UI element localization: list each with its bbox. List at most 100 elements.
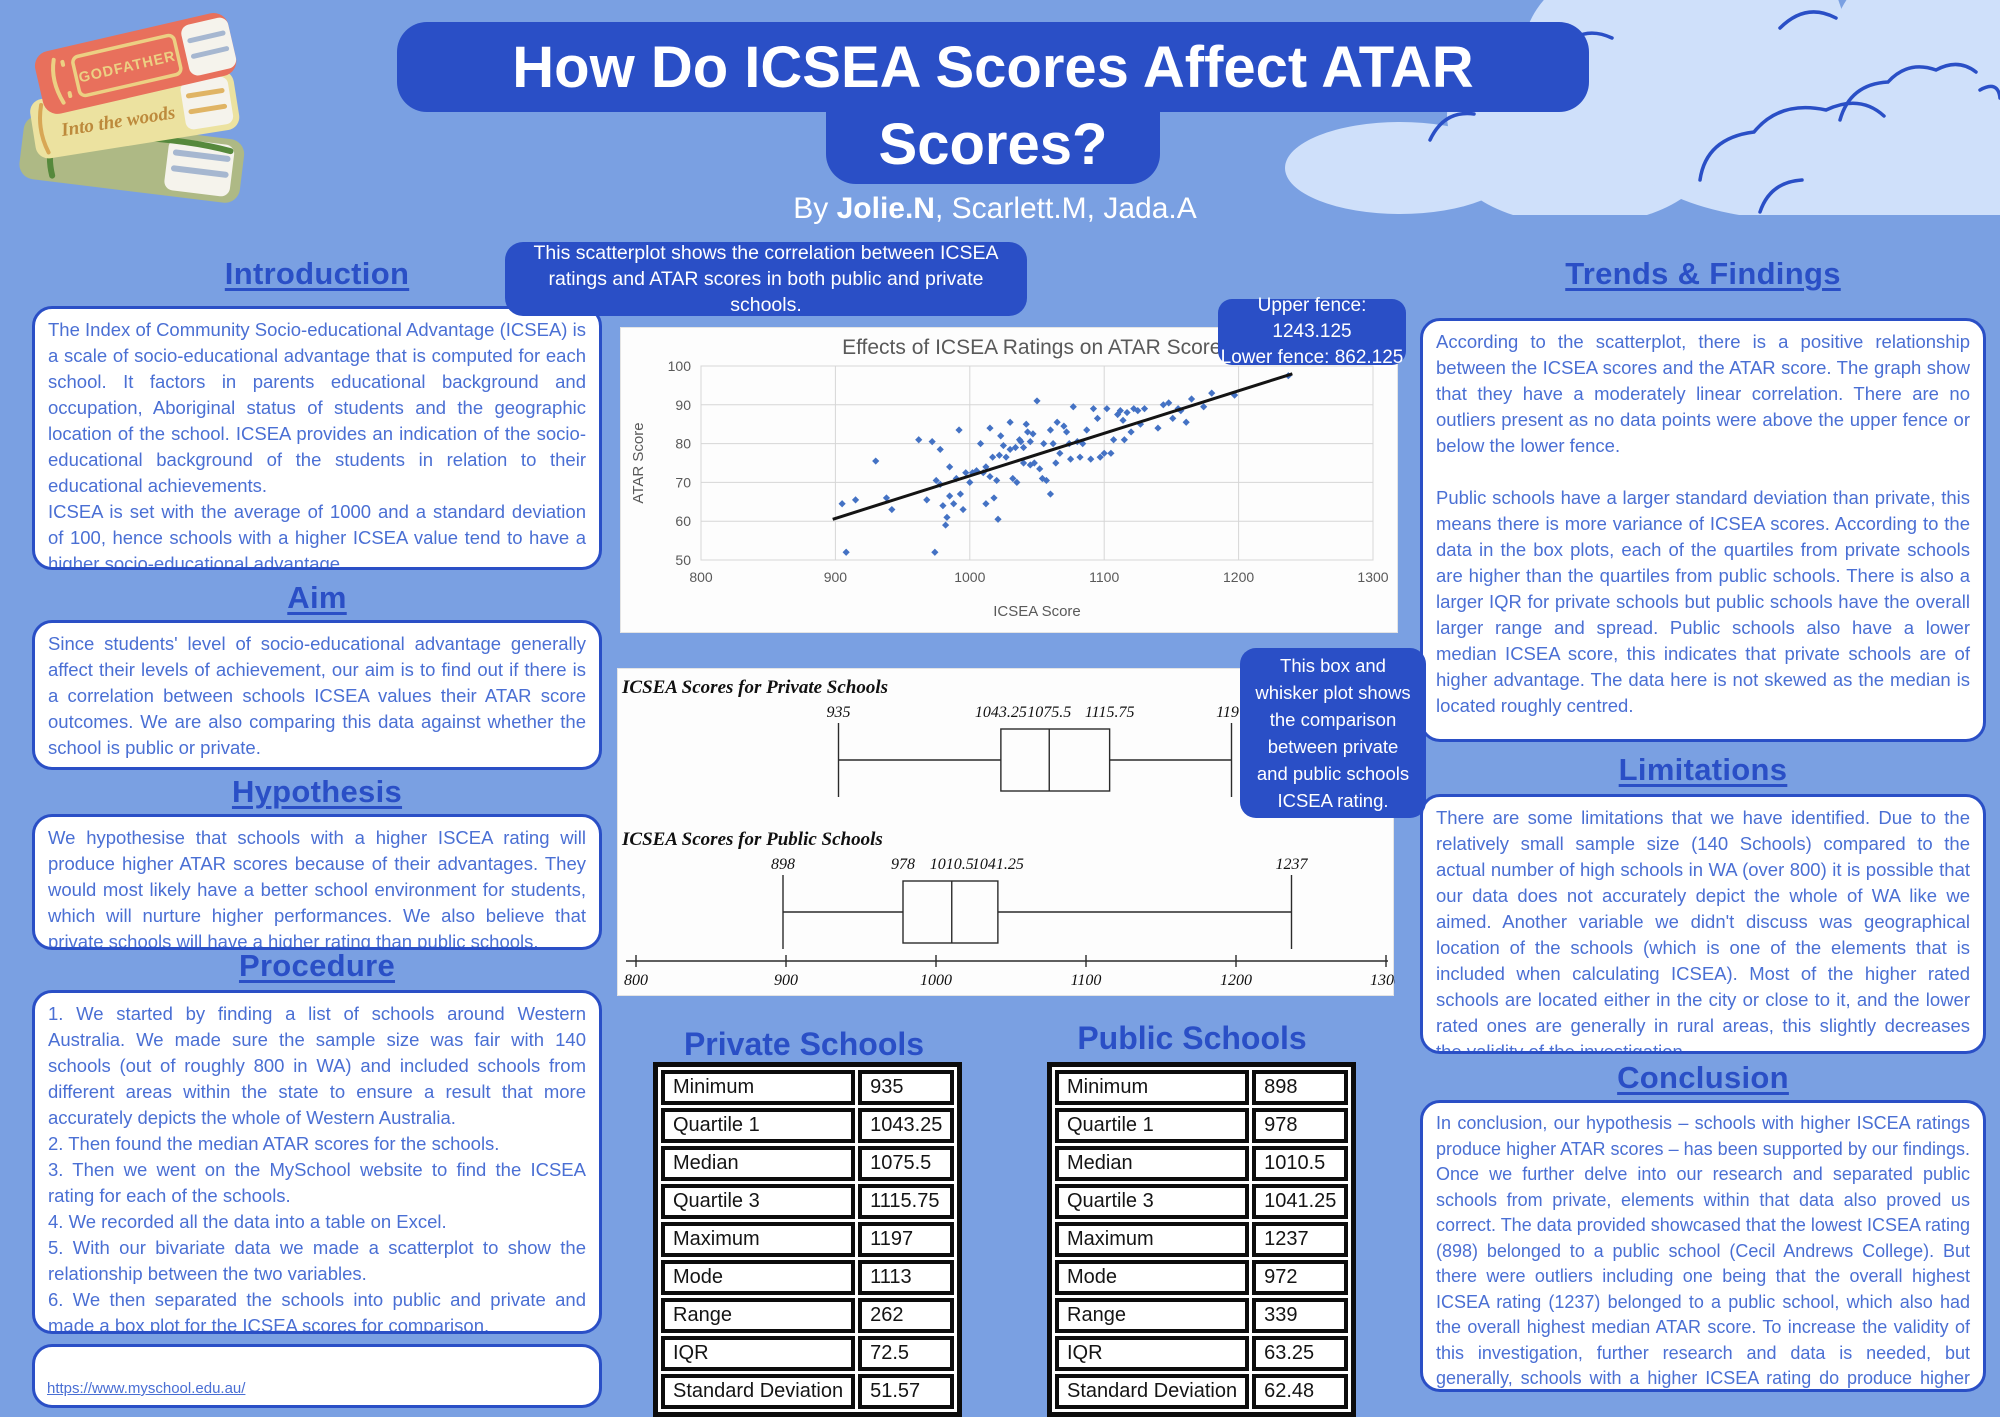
stat-value: 1237 xyxy=(1252,1222,1349,1257)
scatter-point xyxy=(1053,418,1061,426)
scatter-point xyxy=(1089,405,1098,413)
stat-row: Standard Deviation 62.48 xyxy=(1055,1374,1349,1409)
stat-value: 1041.25 xyxy=(1252,1184,1349,1219)
stat-value: 972 xyxy=(1252,1260,1349,1295)
byline-others: , Scarlett.M, Jada.A xyxy=(934,192,1197,225)
svg-text:1000: 1000 xyxy=(954,569,985,585)
private-schools-table: Minimum 935 Quartile 1 1043.25 Median 1075.5 Q… xyxy=(653,1062,963,1417)
scatter-point xyxy=(1038,474,1046,483)
scatter-points xyxy=(838,372,1292,556)
introduction-body: The Index of Community Socio-educational… xyxy=(32,306,602,570)
poster-title-line2: Scores? xyxy=(826,104,1160,184)
scatter-point xyxy=(1002,453,1010,461)
scatter-point xyxy=(1013,478,1021,486)
stat-row: Range 262 xyxy=(661,1298,955,1333)
scatter-point xyxy=(1123,408,1131,417)
stat-label: Minimum xyxy=(1055,1070,1250,1105)
scatter-title: Effects of ICSEA Ratings on ATAR Scores xyxy=(842,336,1232,359)
stat-value: 1075.5 xyxy=(858,1146,955,1181)
stat-row: Quartile 3 1115.75 xyxy=(661,1184,955,1219)
stat-label: Median xyxy=(1055,1146,1250,1181)
scatter-point xyxy=(997,432,1005,440)
scatter-point xyxy=(1069,403,1077,411)
scatter-point xyxy=(982,500,990,508)
scatter-point xyxy=(1208,389,1216,397)
scatter-point xyxy=(972,467,981,475)
svg-text:800: 800 xyxy=(689,569,713,585)
stat-row: Maximum 1237 xyxy=(1055,1222,1349,1257)
stat-row: Standard Deviation 51.57 xyxy=(661,1374,955,1409)
boxplot-stat-label: 935 xyxy=(827,704,851,721)
stat-row: Median 1010.5 xyxy=(1055,1146,1349,1181)
boxplot-axis-labels: 800 900 1000 1100 1200 1300 xyxy=(624,972,1402,989)
byline: By Jolie.N, Scarlett.M, Jada.A xyxy=(560,192,1430,226)
scatter-point xyxy=(1103,405,1111,413)
scatter-point xyxy=(1022,420,1030,428)
stat-label: Quartile 3 xyxy=(1055,1184,1250,1219)
scatter-point xyxy=(1046,426,1055,434)
scatter-point xyxy=(1011,443,1020,452)
aim-body: Since students' level of socio-education… xyxy=(32,620,602,770)
stat-label: Range xyxy=(1055,1298,1250,1333)
scatter-point xyxy=(955,426,963,434)
procedure-heading: Procedure xyxy=(238,948,396,983)
scatter-point xyxy=(995,451,1003,459)
fence-note: Upper fence: 1243.125 Lower fence: 862.1… xyxy=(1218,295,1406,368)
scatter-point xyxy=(1096,453,1104,461)
scatter-ylabel: ATAR Score xyxy=(630,422,647,503)
scatter-point xyxy=(872,457,880,465)
scatter-point xyxy=(1042,476,1051,485)
stat-label: Mode xyxy=(1055,1260,1250,1295)
poster-title-text2: Scores? xyxy=(878,111,1108,177)
scatter-point xyxy=(942,521,950,529)
boxplot-stat-label: 1197 xyxy=(1216,704,1248,721)
scatter-point xyxy=(1067,455,1075,463)
scatter-xlabel: ICSEA Score xyxy=(993,603,1081,620)
boxplot-caption: This box and whisker plot shows the comp… xyxy=(1240,648,1426,818)
procedure-body: 1. We started by finding a list of schoo… xyxy=(32,990,602,1334)
scatter-point xyxy=(1019,459,1028,467)
scatter-point xyxy=(1019,443,1028,452)
scatter-point xyxy=(1127,428,1135,436)
scatter-point xyxy=(1087,455,1095,463)
books-illustration: Into the woods GODFATHER xyxy=(19,13,245,203)
scatter-point xyxy=(1140,405,1149,413)
boxplot-chart: ICSEA Scores for Private Schools 935 1043.… xyxy=(621,677,1402,989)
scatter-point xyxy=(999,441,1007,450)
scatter-point xyxy=(915,436,923,444)
scatter-point xyxy=(1134,407,1142,415)
scatter-point xyxy=(851,496,860,504)
boxplot-stat-label: 1041.25 xyxy=(972,856,1024,873)
svg-text:1300: 1300 xyxy=(1357,569,1388,585)
scatter-point xyxy=(1079,440,1087,448)
stat-label: Quartile 1 xyxy=(1055,1108,1250,1143)
reference-link-myschool[interactable]: https://www.myschool.edu.au/ xyxy=(47,1380,246,1397)
references-box: https://www.myschool.edu.au/ https://bet… xyxy=(32,1344,602,1408)
scatter-point xyxy=(1009,474,1017,483)
stat-label: Maximum xyxy=(661,1222,856,1257)
scatter-point xyxy=(1114,410,1122,419)
scatter-point xyxy=(1200,403,1208,411)
scatter-point xyxy=(990,494,998,502)
scatter-point xyxy=(966,478,974,486)
stat-label: Median xyxy=(661,1146,856,1181)
svg-text:1300: 1300 xyxy=(1370,972,1395,989)
stat-value: 339 xyxy=(1252,1298,1349,1333)
stat-label: Mode xyxy=(661,1260,856,1295)
byline-prefix: By xyxy=(793,192,837,225)
scatter-caption: This scatterplot shows the correlation b… xyxy=(505,242,1027,316)
scatter-point xyxy=(1056,449,1064,457)
boxplot-stat-label: 978 xyxy=(891,856,915,873)
trends-heading: Trends & Findings xyxy=(1565,256,1841,291)
stat-row: Median 1075.5 xyxy=(661,1146,955,1181)
byline-author: Jolie.N xyxy=(836,192,935,225)
scatter-point xyxy=(962,469,970,477)
private-schools-title: Private Schools xyxy=(683,1026,925,1062)
stat-value: 51.57 xyxy=(858,1374,955,1409)
scatter-point xyxy=(950,500,958,508)
scatterplot: Effects of ICSEA Ratings on ATAR Scores … xyxy=(630,336,1389,620)
scatter-point xyxy=(956,490,964,498)
stat-value: 1043.25 xyxy=(858,1108,955,1143)
poster-title-line1: How Do ICSEA Scores Affect ATAR xyxy=(397,22,1589,112)
scatter-point xyxy=(1116,407,1124,415)
